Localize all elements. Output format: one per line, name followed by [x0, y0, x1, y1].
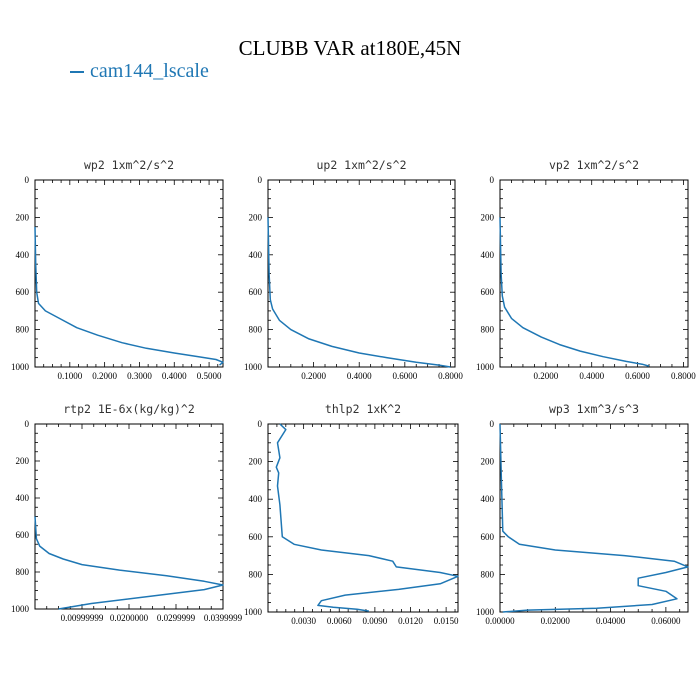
x-tick-label: 0.4000	[347, 371, 372, 381]
y-tick-label: 400	[16, 250, 30, 260]
panel-1: wp2 1xm^2/s^2 0 200 400 600 800 1000 0.1000 0.20…	[11, 158, 224, 381]
y-tick-label: 400	[481, 250, 495, 260]
x-tick-label: 0.0399999	[204, 613, 243, 623]
panel-3: vp2 1xm^2/s^2 0 200 400 600 800 1000 0.2000 0.40…	[476, 158, 696, 381]
x-tick-label: 0.0030	[291, 616, 316, 626]
panel-2: up2 1xm^2/s^2 0 200 400 600 800 1000 0.2000 0.40…	[244, 158, 463, 381]
y-tick-label: 600	[16, 530, 30, 540]
y-tick-label: 0	[25, 175, 30, 185]
panel-title: up2 1xm^2/s^2	[316, 158, 406, 172]
x-tick-label: 0.1000	[57, 371, 82, 381]
plot-frame	[499, 179, 689, 368]
y-tick-label: 1000	[476, 362, 495, 372]
plot-frame	[499, 423, 689, 613]
plot-frame	[34, 179, 224, 368]
x-tick-label: 0.00999999	[61, 613, 104, 623]
y-tick-label: 600	[16, 287, 30, 297]
y-tick-label: 0	[490, 175, 495, 185]
y-tick-label: 0	[490, 419, 495, 429]
x-tick-label: 0.0200000	[110, 613, 149, 623]
panel-title: rtp2 1E-6x(kg/kg)^2	[63, 402, 195, 416]
y-tick-label: 400	[481, 494, 495, 504]
legend-label: cam144_lscale	[90, 60, 209, 82]
y-tick-label: 1000	[11, 604, 30, 614]
y-tick-label: 600	[481, 287, 495, 297]
series-line	[267, 217, 451, 368]
x-tick-label: 0.0299999	[157, 613, 196, 623]
y-tick-label: 1000	[11, 362, 30, 372]
y-tick-label: 800	[249, 569, 263, 579]
y-tick-label: 200	[249, 212, 263, 222]
series-line	[499, 217, 650, 367]
y-tick-label: 800	[481, 569, 495, 579]
series-line	[34, 226, 224, 366]
x-tick-label: 0.0120	[398, 616, 423, 626]
x-tick-label: 0.8000	[438, 371, 463, 381]
x-tick-label: 0.04000	[596, 616, 626, 626]
panel-title: wp3 1xm^3/s^3	[549, 402, 639, 416]
y-tick-label: 200	[16, 456, 30, 466]
series-line	[499, 423, 689, 613]
series-line	[34, 516, 224, 610]
y-tick-label: 200	[16, 212, 30, 222]
y-tick-label: 200	[481, 212, 495, 222]
panel-title: vp2 1xm^2/s^2	[549, 158, 639, 172]
y-tick-label: 800	[16, 567, 30, 577]
y-tick-label: 1000	[476, 607, 495, 617]
plot-frame	[267, 179, 456, 368]
x-tick-label: 0.2000	[533, 371, 558, 381]
legend: cam144_lscale	[70, 60, 209, 83]
panel-title: thlp2 1xK^2	[325, 402, 401, 416]
x-tick-label: 0.00000	[485, 616, 515, 626]
panel-5: thlp2 1xK^2 0 200 400 600 800 1000 0.0030 0.0060…	[244, 402, 459, 626]
x-tick-label: 0.0090	[363, 616, 388, 626]
y-tick-label: 400	[16, 493, 30, 503]
y-tick-label: 200	[249, 457, 263, 467]
x-tick-label: 0.4000	[162, 371, 187, 381]
x-tick-label: 0.2000	[92, 371, 117, 381]
x-tick-label: 0.6000	[392, 371, 417, 381]
y-tick-label: 400	[249, 250, 263, 260]
y-tick-label: 200	[481, 457, 495, 467]
plot-frame	[267, 423, 459, 613]
x-tick-label: 0.3000	[127, 371, 152, 381]
y-tick-label: 600	[249, 532, 263, 542]
x-tick-label: 0.06000	[651, 616, 681, 626]
y-tick-label: 0	[25, 419, 30, 429]
x-tick-label: 0.02000	[541, 616, 571, 626]
x-tick-label: 0.0150	[434, 616, 459, 626]
y-tick-label: 1000	[244, 607, 263, 617]
y-tick-label: 1000	[244, 362, 263, 372]
x-tick-label: 0.4000	[579, 371, 604, 381]
x-tick-label: 0.2000	[301, 371, 326, 381]
y-tick-label: 600	[249, 287, 263, 297]
x-tick-label: 0.5000	[197, 371, 222, 381]
panel-title: wp2 1xm^2/s^2	[84, 158, 174, 172]
y-tick-label: 400	[249, 494, 263, 504]
x-tick-label: 0.0060	[327, 616, 352, 626]
y-tick-label: 0	[258, 419, 263, 429]
x-tick-label: 0.8000	[671, 371, 696, 381]
chart-title: CLUBB VAR at180E,45N	[238, 36, 462, 60]
y-tick-label: 800	[481, 325, 495, 335]
panel-4: rtp2 1E-6x(kg/kg)^2 0 200 400 600 800 1000 0.00…	[11, 402, 243, 623]
y-tick-label: 800	[16, 325, 30, 335]
legend-line-icon	[70, 70, 84, 73]
y-tick-label: 800	[249, 325, 263, 335]
y-tick-label: 600	[481, 532, 495, 542]
series-line	[275, 423, 459, 612]
x-tick-label: 0.6000	[625, 371, 650, 381]
plot-frame	[34, 423, 224, 610]
y-tick-label: 0	[258, 175, 263, 185]
